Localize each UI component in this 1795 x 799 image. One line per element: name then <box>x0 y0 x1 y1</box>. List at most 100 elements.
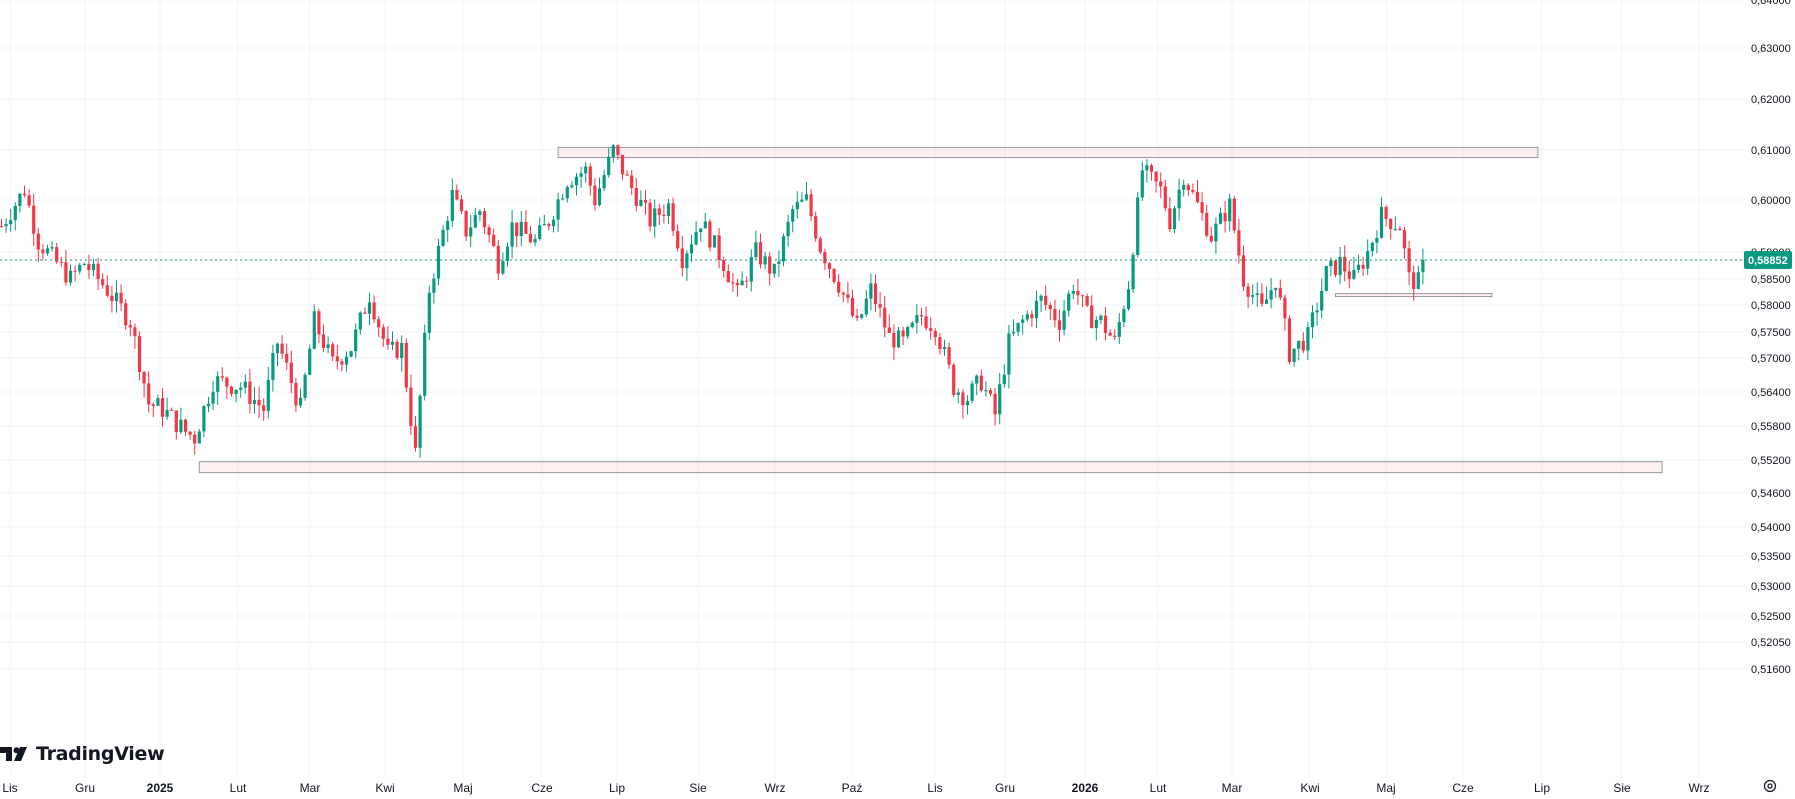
candle <box>1172 205 1177 234</box>
candle <box>349 350 353 358</box>
candle <box>593 178 597 211</box>
candle <box>1168 197 1172 232</box>
support-zone[interactable] <box>198 461 1663 474</box>
candle <box>680 235 684 277</box>
time-tick-label: Sie <box>1613 781 1631 795</box>
time-tick-label: Kwi <box>375 781 394 795</box>
candle <box>1232 195 1236 234</box>
candle <box>321 324 326 352</box>
candle <box>202 404 206 438</box>
candle <box>795 191 799 219</box>
candle <box>1274 287 1278 298</box>
time-tick-label: 2025 <box>147 781 174 795</box>
candle <box>496 239 500 280</box>
candle <box>597 177 602 207</box>
candle <box>1333 260 1338 278</box>
time-tick-label: Lip <box>1534 781 1550 795</box>
candle <box>487 224 491 243</box>
candle <box>906 325 910 340</box>
candle <box>538 217 542 241</box>
candle <box>142 370 146 398</box>
price-tick-label: 0,63000 <box>1751 43 1791 55</box>
resistance-zone[interactable] <box>557 146 1539 158</box>
candle <box>381 324 385 347</box>
candle <box>827 261 832 279</box>
candle <box>1237 218 1241 264</box>
candle <box>878 292 882 318</box>
candle <box>533 234 537 247</box>
candle <box>1048 302 1052 321</box>
candle <box>1260 283 1264 307</box>
candle <box>929 317 933 340</box>
time-axis[interactable]: Lis Gru 2025 Lut Mar Kwi Maj Cze Lip Sie Wrz Paź Lis… <box>2 781 1709 795</box>
candle <box>1195 180 1200 204</box>
candle <box>804 181 809 202</box>
candle <box>1154 170 1158 193</box>
candle <box>32 193 36 247</box>
candle <box>639 190 643 207</box>
price-axis[interactable]: 0,640000,630000,620000,610000,600000,590… <box>1751 0 1791 676</box>
candle <box>643 189 648 215</box>
candle <box>1366 239 1370 275</box>
candle <box>427 285 431 341</box>
candle <box>45 244 50 256</box>
candle <box>832 268 836 284</box>
candle <box>386 326 390 350</box>
candle <box>413 416 418 452</box>
candle <box>114 280 119 313</box>
candle <box>671 197 675 236</box>
candle <box>492 228 496 248</box>
candle <box>1117 312 1121 344</box>
candle <box>68 264 73 286</box>
candle <box>510 209 514 259</box>
candle <box>469 214 473 248</box>
price-tick-label: 0,58000 <box>1751 300 1791 312</box>
candle <box>1375 230 1379 254</box>
candle <box>9 208 13 232</box>
candle <box>896 326 901 349</box>
candle <box>1356 254 1361 273</box>
candle <box>252 387 257 414</box>
candle <box>1297 340 1301 361</box>
candle <box>220 367 224 382</box>
candle <box>556 192 560 232</box>
candle <box>455 184 459 201</box>
candle <box>708 219 712 252</box>
candle <box>772 263 776 278</box>
candle <box>993 387 997 426</box>
candle <box>1306 322 1310 361</box>
candle <box>1402 226 1407 260</box>
candle <box>446 216 450 242</box>
candle <box>441 224 445 248</box>
candle <box>1283 294 1287 331</box>
candle <box>584 162 588 183</box>
candle <box>87 254 91 279</box>
candle <box>519 210 523 246</box>
candle <box>515 222 519 247</box>
candle <box>193 430 197 455</box>
candle <box>423 324 427 401</box>
candle <box>147 371 151 413</box>
candle <box>630 169 634 195</box>
candle <box>1389 218 1393 240</box>
candle <box>933 328 937 346</box>
candle <box>703 212 707 229</box>
candle <box>800 192 804 203</box>
candle <box>183 418 188 436</box>
candle <box>1407 240 1411 286</box>
candle <box>625 170 629 176</box>
candle <box>942 339 947 356</box>
candle <box>915 304 919 334</box>
tradingview-logo[interactable]: TradingView <box>0 739 165 769</box>
time-tick-label: Gru <box>75 781 95 795</box>
candle <box>505 242 510 267</box>
price-tick-label: 0,60000 <box>1751 195 1791 207</box>
candle <box>1421 248 1425 285</box>
candle <box>1315 302 1319 326</box>
candle <box>197 429 201 444</box>
gear-icon[interactable] <box>1762 778 1778 794</box>
candle <box>528 225 533 244</box>
candle <box>1094 316 1098 341</box>
time-tick-label: Sie <box>689 781 707 795</box>
